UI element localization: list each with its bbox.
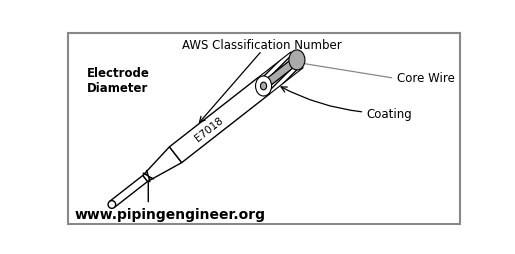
Text: www.pipingengineer.org: www.pipingengineer.org	[75, 208, 266, 222]
Polygon shape	[266, 63, 303, 94]
Polygon shape	[261, 57, 299, 89]
Polygon shape	[143, 147, 182, 181]
Ellipse shape	[261, 82, 267, 90]
Text: Electrode
Diameter: Electrode Diameter	[87, 67, 149, 95]
Polygon shape	[169, 78, 270, 163]
Polygon shape	[110, 176, 148, 208]
Text: E7018: E7018	[194, 115, 226, 143]
Text: Coating: Coating	[366, 108, 411, 121]
Text: Core Wire: Core Wire	[397, 72, 455, 85]
Ellipse shape	[108, 201, 116, 208]
Ellipse shape	[255, 76, 271, 96]
Text: AWS Classification Number: AWS Classification Number	[182, 39, 342, 52]
Polygon shape	[258, 52, 295, 83]
Ellipse shape	[289, 50, 305, 70]
FancyBboxPatch shape	[68, 33, 460, 224]
